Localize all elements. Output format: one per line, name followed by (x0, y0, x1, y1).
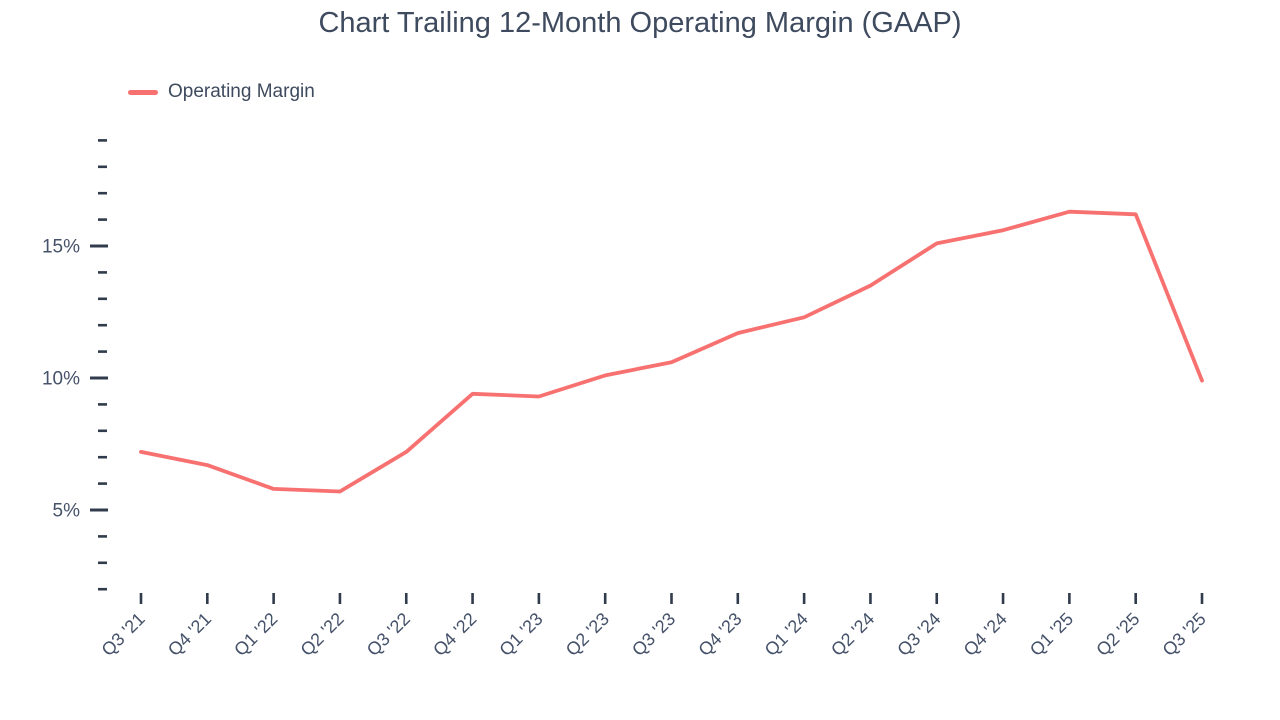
x-tick-label: Q2 '24 (827, 609, 878, 660)
legend-line-swatch (128, 89, 158, 95)
x-tick-label: Q3 '25 (1159, 609, 1210, 660)
x-tick-label: Q3 '24 (893, 609, 944, 660)
x-tick-label: Q4 '23 (694, 609, 745, 660)
x-tick-label: Q4 '22 (429, 609, 480, 660)
legend-label: Operating Margin (168, 81, 315, 102)
x-tick-label: Q2 '22 (297, 609, 348, 660)
x-tick-label: Q3 '22 (363, 609, 414, 660)
x-tick-label: Q1 '24 (761, 609, 812, 660)
x-tick-label: Q2 '25 (1092, 609, 1143, 660)
y-tick-label: 10% (42, 369, 80, 390)
x-tick-label: Q2 '23 (562, 609, 613, 660)
x-tick-label: Q3 '21 (98, 609, 149, 660)
x-tick-label: Q3 '23 (628, 609, 679, 660)
y-tick-label: 15% (42, 237, 80, 258)
legend: Operating Margin (128, 81, 315, 103)
x-tick-label: Q1 '23 (495, 609, 546, 660)
y-tick-label: 5% (53, 501, 81, 522)
x-tick-label: Q1 '22 (230, 609, 281, 660)
chart-title: Chart Trailing 12-Month Operating Margin… (318, 7, 962, 39)
x-tick-label: Q4 '24 (960, 609, 1011, 660)
x-tick-label: Q1 '25 (1026, 609, 1077, 660)
x-tick-label: Q4 '21 (164, 609, 215, 660)
series-line-operating-margin (139, 209, 1204, 494)
